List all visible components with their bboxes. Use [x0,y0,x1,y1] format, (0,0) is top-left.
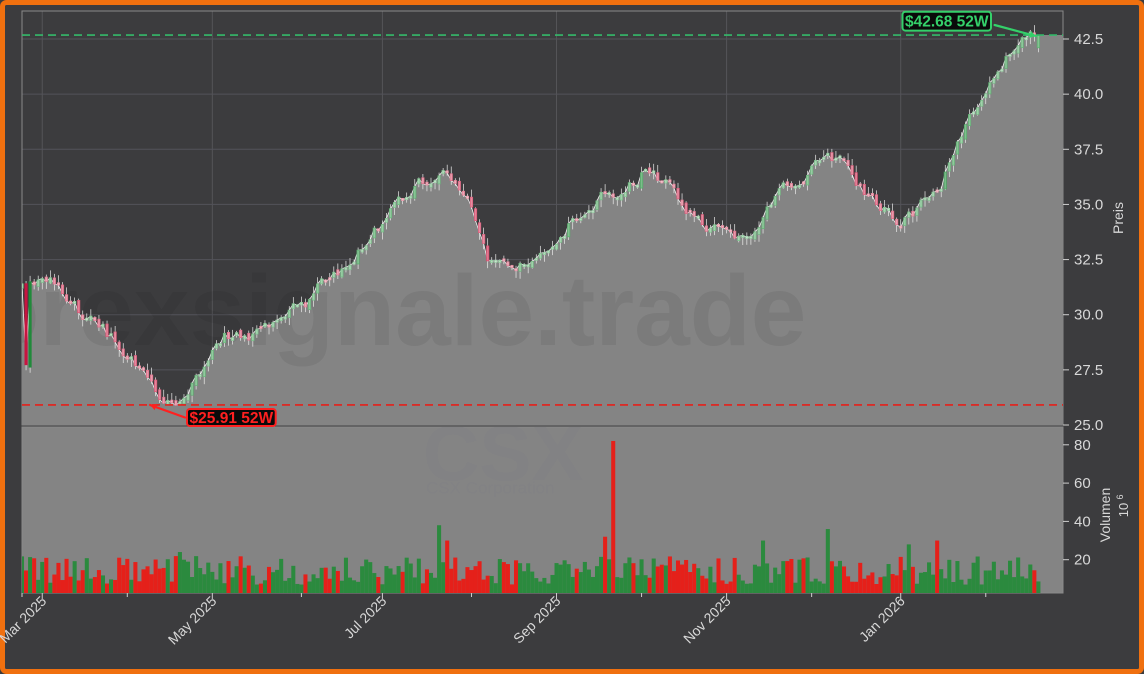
svg-text:32.5: 32.5 [1074,252,1103,269]
svg-text:60: 60 [1074,475,1091,492]
svg-text:Volumen: Volumen [1097,488,1113,542]
svg-text:37.5: 37.5 [1074,141,1103,158]
svg-text:30.0: 30.0 [1074,307,1103,324]
svg-text:20: 20 [1074,552,1091,569]
svg-text:forexsignale.trade: forexsignale.trade [0,255,806,367]
svg-text:$25.91 52W: $25.91 52W [190,410,274,427]
svg-text:$42.68 52W: $42.68 52W [905,14,989,31]
svg-text:40: 40 [1074,513,1091,530]
svg-text:35.0: 35.0 [1074,196,1103,213]
svg-text:6: 6 [1115,494,1125,499]
svg-text:25.0: 25.0 [1074,417,1103,434]
svg-text:42.5: 42.5 [1074,31,1103,48]
svg-text:CSX Corporation: CSX Corporation [426,479,555,498]
svg-text:10: 10 [1116,503,1131,517]
svg-text:Preis: Preis [1110,202,1126,234]
svg-text:80: 80 [1074,437,1091,454]
svg-text:27.5: 27.5 [1074,362,1103,379]
svg-text:40.0: 40.0 [1074,86,1103,103]
